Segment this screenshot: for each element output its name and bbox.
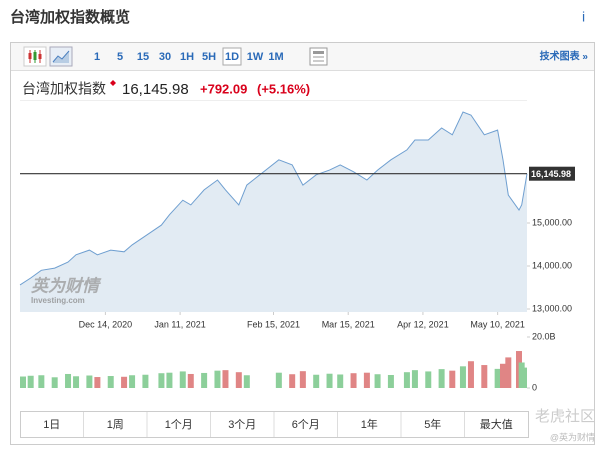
quote-price: 16,145.98 bbox=[122, 81, 189, 98]
current-price-label: 16,145.98 bbox=[531, 169, 571, 179]
volume-bar bbox=[467, 361, 474, 388]
volume-bar bbox=[243, 375, 250, 388]
interval-selected bbox=[222, 47, 242, 66]
volume-bar bbox=[222, 370, 229, 388]
volume-bar bbox=[505, 357, 512, 388]
watermark: 英为财情 Investing.com bbox=[30, 276, 102, 305]
range-button[interactable]: 6个月 bbox=[292, 418, 320, 431]
volume-bar bbox=[438, 369, 445, 388]
x-tick-label: Apr 12, 2021 bbox=[397, 319, 449, 329]
watermark-site: Investing.com bbox=[31, 296, 85, 305]
current-price-tag bbox=[529, 166, 575, 181]
volume-bar bbox=[459, 366, 466, 388]
volume-bar bbox=[363, 372, 370, 388]
volume-bar bbox=[51, 377, 58, 388]
volume-bar bbox=[158, 373, 165, 388]
volume-bar bbox=[494, 368, 501, 388]
toolbar bbox=[11, 43, 594, 70]
interval-button[interactable]: 1W bbox=[247, 51, 264, 63]
watermark-brand: 英为财情 bbox=[30, 276, 102, 295]
volume-bar bbox=[275, 372, 282, 388]
range-button[interactable]: 1周 bbox=[107, 418, 124, 431]
volume-bar bbox=[374, 374, 381, 388]
volume-bar bbox=[38, 375, 45, 388]
volume-bar bbox=[107, 376, 114, 388]
price-line bbox=[19, 111, 528, 286]
interval-button[interactable]: 1D bbox=[225, 51, 239, 63]
quote-name: 台湾加权指数 bbox=[22, 81, 106, 97]
quote-marker bbox=[110, 80, 116, 86]
interval-button[interactable]: 15 bbox=[137, 51, 149, 63]
volume-bar bbox=[166, 372, 173, 388]
x-tick-label: May 10, 2021 bbox=[470, 319, 525, 329]
widget-title: 台湾加权指数概览 bbox=[10, 8, 130, 26]
interval-button[interactable]: 30 bbox=[159, 51, 171, 63]
volume-bar bbox=[350, 373, 357, 388]
quote-change-percent: (+5.16%) bbox=[257, 81, 310, 96]
interval-button[interactable]: 5H bbox=[202, 51, 216, 63]
volume-bar bbox=[142, 374, 149, 388]
volume-tick-label: 20.0B bbox=[532, 331, 556, 341]
volume-bar bbox=[403, 372, 410, 388]
volume-bar bbox=[27, 375, 34, 388]
y-tick-label: 15,000.00 bbox=[532, 217, 572, 227]
quote-change: +792.09 bbox=[200, 81, 247, 96]
volume-bar bbox=[73, 376, 80, 388]
y-tick-label: 13,000.00 bbox=[532, 303, 572, 313]
info-icon[interactable]: i bbox=[582, 9, 585, 25]
volume-bar bbox=[411, 370, 418, 388]
interval-button[interactable]: 1H bbox=[180, 51, 194, 63]
range-button[interactable]: 1日 bbox=[43, 419, 60, 431]
volume-tick-label: 0 bbox=[532, 382, 537, 392]
area-icon[interactable] bbox=[49, 46, 73, 67]
y-tick-label: 14,000.00 bbox=[532, 260, 572, 270]
volume-bar bbox=[121, 376, 128, 388]
volume-bar bbox=[65, 373, 72, 388]
range-button[interactable]: 最大值 bbox=[480, 417, 513, 431]
range-button[interactable]: 3个月 bbox=[228, 418, 256, 431]
volume-bar bbox=[86, 375, 93, 388]
volume-bar bbox=[129, 375, 136, 388]
candle-icon[interactable] bbox=[23, 46, 47, 67]
volume-bar bbox=[425, 371, 432, 388]
interval-button[interactable]: 1M bbox=[268, 51, 283, 63]
volume-bar bbox=[299, 371, 306, 388]
volume-bar bbox=[201, 372, 208, 388]
interval-button[interactable]: 5 bbox=[117, 51, 123, 63]
footer-author: @英为财情 bbox=[550, 431, 595, 442]
volume-bar bbox=[235, 372, 242, 388]
volume-bar bbox=[289, 374, 296, 388]
range-button[interactable]: 1年 bbox=[361, 417, 378, 431]
tech-chart-link[interactable]: 技术图表 » bbox=[540, 50, 589, 63]
interval-button[interactable]: 1 bbox=[94, 51, 100, 63]
settings-icon[interactable] bbox=[309, 47, 328, 66]
x-tick-label: Mar 15, 2021 bbox=[322, 319, 375, 329]
volume-bar bbox=[187, 373, 194, 388]
volume-bar bbox=[313, 374, 320, 388]
x-tick-label: Jan 11, 2021 bbox=[154, 319, 205, 329]
footer-community: 老虎社区 bbox=[535, 408, 595, 425]
volume-bar bbox=[337, 374, 344, 388]
volume-bar bbox=[387, 374, 394, 388]
volume-bar bbox=[481, 365, 488, 388]
volume-bar bbox=[214, 370, 221, 388]
volume-bar bbox=[20, 376, 26, 388]
range-button[interactable]: 1个月 bbox=[165, 418, 193, 431]
price-area bbox=[20, 112, 527, 312]
x-tick-label: Dec 14, 2020 bbox=[79, 319, 133, 329]
volume-bar bbox=[499, 363, 506, 388]
range-button[interactable]: 5年 bbox=[424, 417, 441, 431]
volume-bar bbox=[94, 377, 101, 388]
x-tick-label: Feb 15, 2021 bbox=[247, 319, 300, 329]
volume-bar bbox=[179, 371, 186, 388]
volume-bar bbox=[326, 373, 333, 388]
volume-bar bbox=[449, 370, 456, 388]
volume-bar bbox=[521, 367, 527, 388]
